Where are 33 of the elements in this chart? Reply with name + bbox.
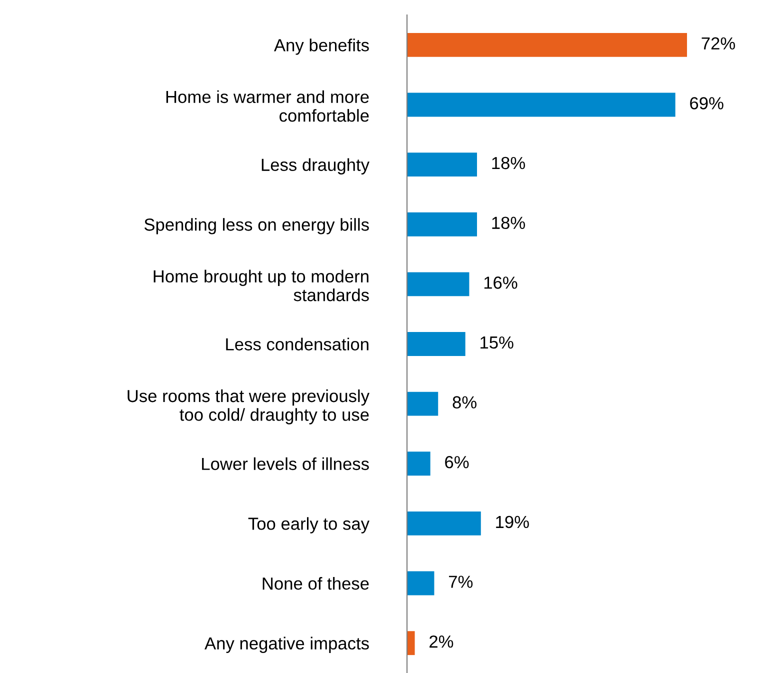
bar <box>407 212 477 236</box>
bar <box>407 392 438 416</box>
data-label: 6% <box>445 456 469 468</box>
data-label: 18% <box>492 216 526 230</box>
data-label: 19% <box>496 516 529 528</box>
y-tick-label: Home brought up to modern standards <box>154 270 369 302</box>
y-tick-label: Spending less on energy bills <box>144 218 369 234</box>
y-tick-label: Use rooms that were previously too cold/ draughty to use <box>128 389 370 424</box>
y-tick-label: Less draughty <box>262 158 370 174</box>
data-label: 7% <box>449 576 473 588</box>
y-tick-label: None of these <box>262 576 369 590</box>
bar <box>407 152 477 177</box>
bar <box>407 511 481 536</box>
data-label: 69% <box>690 97 724 110</box>
y-tick-label: Home is warmer and more comfortable <box>166 90 369 122</box>
bar <box>407 631 415 656</box>
data-label: 15% <box>480 336 514 349</box>
data-label: 72% <box>702 37 736 50</box>
bar <box>407 272 470 296</box>
bar <box>407 32 687 57</box>
data-label: 2% <box>430 635 454 648</box>
y-tick-label: Any benefits <box>274 38 369 55</box>
bar <box>407 332 466 356</box>
bar <box>407 92 676 117</box>
y-tick-label: Any negative impacts <box>204 636 369 653</box>
y-tick-label: Less condensation <box>226 338 368 350</box>
data-label: 18% <box>492 156 526 170</box>
data-label: 8% <box>452 396 476 408</box>
bar <box>407 452 430 476</box>
y-tick-label: Too early to say <box>248 517 370 534</box>
y-tick-label: Lower levels of illness <box>202 457 369 470</box>
data-label: 16% <box>484 276 518 289</box>
bar <box>407 571 434 596</box>
